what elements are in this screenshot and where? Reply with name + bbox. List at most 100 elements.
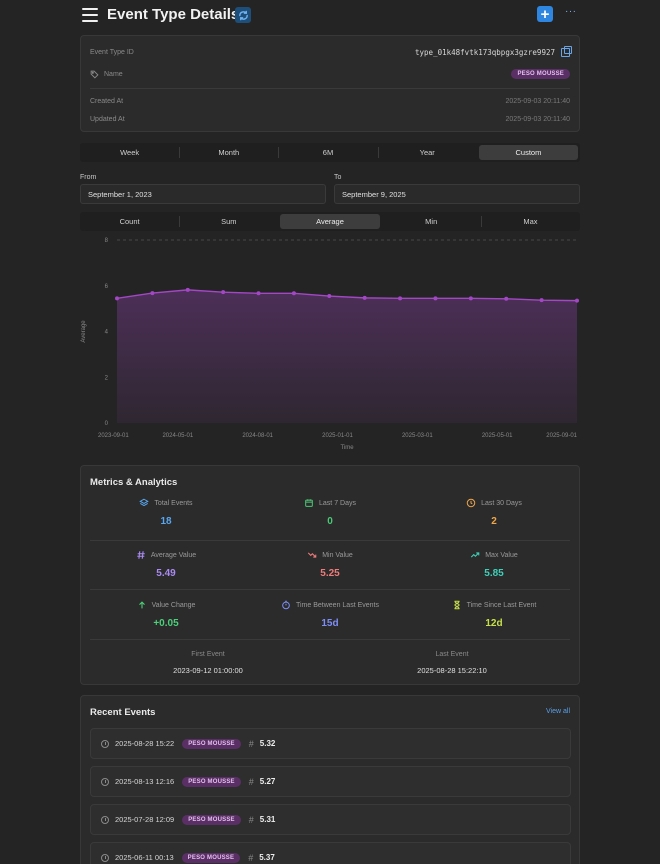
copy-icon[interactable] xyxy=(561,45,572,57)
created-label: Created At xyxy=(90,97,124,105)
metric-label: Average Value xyxy=(150,551,197,559)
metric-value: 5.25 xyxy=(320,568,340,579)
y-tick-label: 2 xyxy=(105,375,109,381)
divider xyxy=(90,88,570,89)
data-point xyxy=(256,291,261,296)
data-point xyxy=(433,296,438,301)
x-tick-label: 2025-05-01 xyxy=(482,433,513,439)
metrics-title: Metrics & Analytics xyxy=(90,477,178,488)
created-value: 2025-09-03 20:11:40 xyxy=(505,97,570,105)
clock-icon xyxy=(101,739,109,748)
updated-label: Updated At xyxy=(90,115,125,123)
x-tick-label: 2024-08-01 xyxy=(242,433,273,439)
event-row[interactable]: 2025-08-13 12:16 PESO MOUSSE #5.27 xyxy=(90,766,571,797)
tab-6m[interactable]: 6M xyxy=(278,143,377,162)
metric-time-since-last-event: Time Since Last Event 12d xyxy=(411,600,577,629)
metric-last-7-days: Last 7 Days 0 xyxy=(247,498,413,527)
series-line xyxy=(116,289,578,302)
metric-value: 5.49 xyxy=(156,568,176,579)
hourglass-icon xyxy=(452,600,462,610)
y-tick-label: 4 xyxy=(105,330,109,336)
tab-average[interactable]: Average xyxy=(280,214,380,229)
data-point xyxy=(468,296,473,301)
event-badge: PESO MOUSSE xyxy=(181,852,241,863)
x-axis-label: Time xyxy=(340,445,354,451)
metric-value: 0 xyxy=(327,516,333,527)
trend-down-icon xyxy=(307,550,317,560)
tab-count[interactable]: Count xyxy=(119,217,140,226)
tab-max[interactable]: Max xyxy=(480,212,580,231)
view-all-link[interactable]: View all xyxy=(546,708,570,715)
event-time: 2025-07-28 12:09 xyxy=(115,815,175,824)
calendar-icon xyxy=(304,498,314,508)
created-row: Created At 2025-09-03 20:11:40 xyxy=(90,91,570,111)
event-row[interactable]: 2025-07-28 12:09 PESO MOUSSE #5.31 xyxy=(90,804,571,835)
updated-row: Updated At 2025-09-03 20:11:40 xyxy=(90,109,570,129)
hash-icon: # xyxy=(248,776,254,787)
event-badge: PESO MOUSSE xyxy=(182,814,241,825)
from-date-field[interactable]: September 1, 2023 xyxy=(80,184,326,204)
metric-label: Value Change xyxy=(151,601,196,609)
y-tick-label: 6 xyxy=(105,284,109,290)
event-row[interactable]: 2025-06-11 00:13 PESO MOUSSE #5.37 xyxy=(90,842,571,864)
metric-value: 12d xyxy=(485,618,503,629)
metric-label: Last 7 Days xyxy=(319,499,356,507)
more-options-icon[interactable]: ··· xyxy=(565,6,577,17)
refresh-button[interactable] xyxy=(235,7,251,23)
event-time: 2025-06-11 00:13 xyxy=(115,853,174,862)
add-event-button[interactable]: + xyxy=(537,6,553,22)
y-tick-label: 8 xyxy=(105,238,109,244)
y-axis-label: Average xyxy=(81,320,87,343)
metric-label: Total Events xyxy=(154,499,193,507)
event-type-info-card: Event Type ID type_01k48fvtk173qbpgx3gzr… xyxy=(80,35,580,132)
metric-value-change: Value Change +0.05 xyxy=(83,600,249,629)
metric-label: Time Since Last Event xyxy=(466,601,537,609)
metrics-card: Metrics & Analytics Total Events 18 Last 7… xyxy=(80,465,580,685)
event-row[interactable]: 2025-08-28 15:22 PESO MOUSSE #5.32 xyxy=(90,728,571,759)
to-date-field[interactable]: September 9, 2025 xyxy=(334,184,580,204)
data-point xyxy=(221,290,226,295)
event-type-id-row: Event Type ID type_01k48fvtk173qbpgx3gzr… xyxy=(90,42,572,62)
metric-min-value: Min Value 5.25 xyxy=(247,550,413,579)
clock-icon xyxy=(101,853,109,862)
tab-sum[interactable]: Sum xyxy=(179,212,278,231)
to-label: To xyxy=(334,174,342,181)
metric-label: Time Between Last Events xyxy=(295,601,379,609)
updated-value: 2025-09-03 20:11:40 xyxy=(505,115,570,123)
metric-label: Min Value xyxy=(322,551,353,559)
divider xyxy=(90,589,570,590)
metric-max-value: Max Value 5.85 xyxy=(411,550,577,579)
data-point xyxy=(291,291,296,296)
event-value: 5.27 xyxy=(259,777,276,786)
last-event: Last Event 2025-08-28 15:22:10 xyxy=(327,651,577,675)
event-type-id-value: type_01k48fvtk173qbpgx3gzre9927 xyxy=(415,47,555,57)
last-event-label: Last Event xyxy=(435,651,469,658)
event-badge: PESO MOUSSE xyxy=(182,738,241,749)
tab-week[interactable]: Week xyxy=(120,148,140,157)
plus-icon: + xyxy=(540,5,550,23)
metric-time-between-last-events: Time Between Last Events 15d xyxy=(247,600,413,629)
data-point xyxy=(362,295,367,300)
metric-value: 18 xyxy=(160,516,172,527)
name-row: Name PESO MOUSSE xyxy=(90,64,570,84)
data-point xyxy=(539,298,544,303)
average-area-chart: 0 2 4 6 8 Average 2023-09-01 2024-05-01 2024-08-… xyxy=(81,238,579,451)
tab-min[interactable]: Min xyxy=(425,217,438,226)
data-point xyxy=(398,296,403,301)
clock-icon xyxy=(466,498,476,508)
layers-icon xyxy=(139,498,150,508)
event-value: 5.32 xyxy=(259,739,276,748)
event-time: 2025-08-13 12:16 xyxy=(115,777,175,786)
tab-custom[interactable]: Custom xyxy=(478,145,579,160)
event-badge: PESO MOUSSE xyxy=(182,776,241,787)
menu-icon[interactable] xyxy=(82,8,98,22)
trend-up-icon xyxy=(470,550,480,560)
tab-year[interactable]: Year xyxy=(377,143,477,162)
x-tick-label: 2024-05-01 xyxy=(162,433,193,439)
name-label: Name xyxy=(104,70,123,78)
metric-last-30-days: Last 30 Days 2 xyxy=(411,498,577,527)
tab-month[interactable]: Month xyxy=(179,143,278,162)
recent-events-card: Recent Events View all 2025-08-28 15:22 P… xyxy=(80,695,580,864)
first-event-value: 2023-09-12 01:00:00 xyxy=(173,666,243,675)
data-point xyxy=(575,298,579,303)
